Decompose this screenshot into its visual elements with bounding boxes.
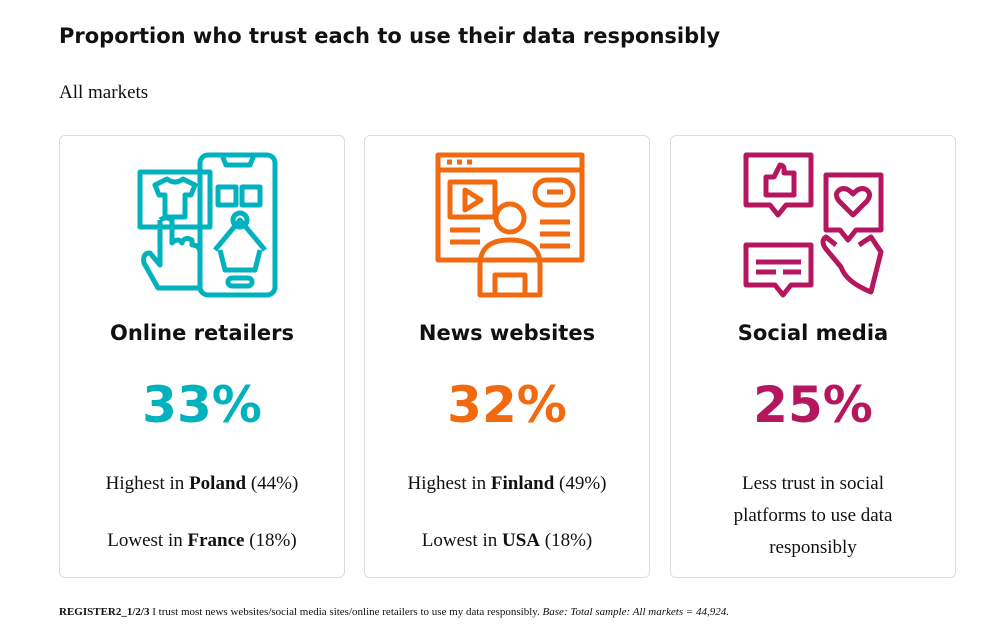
page-title: Proportion who trust each to use their d…	[59, 24, 721, 48]
percent-value: 25%	[753, 376, 873, 434]
card-online-retailers: Online retailers 33% Highest in Poland (…	[59, 135, 345, 578]
news-website-icon	[435, 152, 585, 298]
social-media-icon	[743, 152, 884, 298]
highest-text: Highest in Finland (49%)	[407, 473, 607, 494]
percent-value: 33%	[142, 376, 262, 434]
lowest-text: Lowest in USA (18%)	[421, 530, 593, 551]
note-text: Less trust in social platforms to use da…	[733, 473, 893, 558]
card-social-media: Social media 25% Less trust in social pl…	[670, 135, 956, 578]
footnote: REGISTER2_1/2/3 I trust most news websit…	[59, 606, 730, 618]
card-heading: Online retailers	[109, 321, 294, 345]
highest-text: Highest in Poland (44%)	[105, 473, 299, 494]
percent-value: 32%	[447, 376, 567, 434]
card-heading: News websites	[418, 321, 596, 345]
card-news-websites: News websites 32% Highest in Finland (49…	[364, 135, 650, 578]
lowest-text: Lowest in France (18%)	[107, 530, 297, 551]
online-shopping-icon	[137, 152, 278, 298]
subtitle: All markets	[59, 82, 149, 103]
card-heading: Social media	[737, 321, 889, 345]
